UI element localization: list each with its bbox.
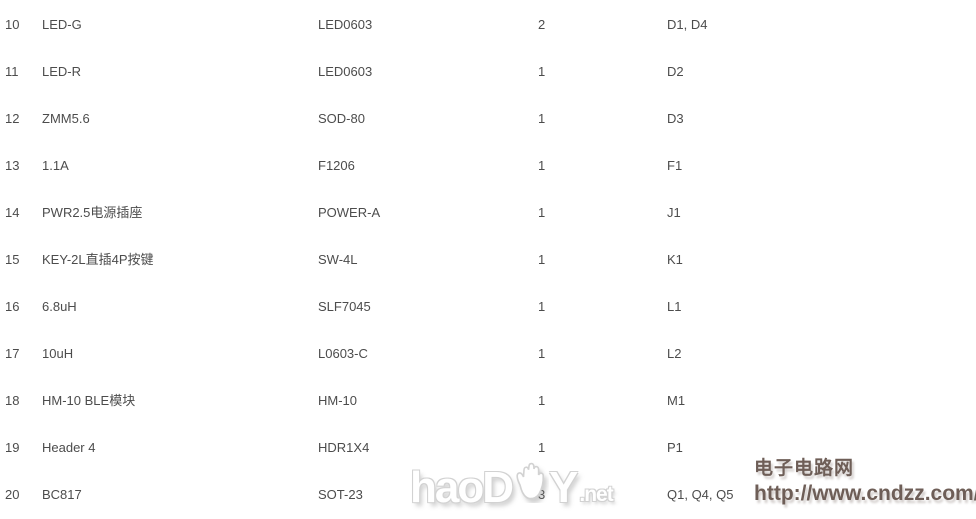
cndzz-site-name: 电子电路网 [754,458,855,479]
component-footprint: HM-10 [318,393,358,408]
row-number: 11 [5,64,19,79]
component-value: LED-R [42,64,82,79]
component-footprint: POWER-A [318,205,381,220]
component-quantity: 2 [538,17,546,32]
component-designator: F1 [667,158,683,173]
component-quantity: 1 [538,252,546,267]
component-footprint: LED0603 [318,17,373,32]
table-row: 16 6.8uH SLF7045 1 L1 [0,297,976,317]
row-number: 17 [5,346,20,361]
component-footprint: SOD-80 [318,111,365,126]
component-designator: Q1, Q4, Q5 [667,487,734,502]
component-value: PWR2.5电源插座 [42,205,143,220]
component-value: Header 4 [42,440,96,455]
table-row: 14 PWR2.5电源插座 POWER-A 1 J1 [0,203,976,223]
component-footprint: F1206 [318,158,355,173]
component-designator: D1, D4 [667,17,708,32]
component-footprint: SLF7045 [318,299,371,314]
component-quantity: 1 [538,393,546,408]
component-value: 10uH [42,346,74,361]
component-designator: M1 [667,393,686,408]
component-quantity: 1 [538,111,546,126]
table-row: 13 1.1A F1206 1 F1 [0,156,976,176]
row-number: 13 [5,158,20,173]
component-value: ZMM5.6 [42,111,90,126]
row-number: 16 [5,299,20,314]
component-quantity: 1 [538,346,546,361]
row-number: 10 [5,17,20,32]
component-quantity: 1 [538,158,546,173]
row-number: 19 [5,440,20,455]
component-value: KEY-2L直插4P按键 [42,252,154,267]
row-number: 15 [5,252,20,267]
component-designator: L2 [667,346,682,361]
row-number: 20 [5,487,20,502]
component-quantity: 1 [538,64,546,79]
row-number: 12 [5,111,20,126]
component-quantity: 3 [538,487,546,502]
table-row: 12 ZMM5.6 SOD-80 1 D3 [0,109,976,129]
component-quantity: 1 [538,440,546,455]
table-row: 10 LED-G LED0603 2 D1, D4 [0,15,976,35]
table-row: 17 10uH L0603-C 1 L2 [0,344,976,364]
component-designator: P1 [667,440,683,455]
table-row: 20 BC817 SOT-23 3 Q1, Q4, Q5 [0,485,976,505]
row-number: 18 [5,393,20,408]
component-value: HM-10 BLE模块 [42,393,136,408]
table-row: 18 HM-10 BLE模块 HM-10 1 M1 [0,391,976,411]
component-value: LED-G [42,17,82,32]
component-value: 1.1A [42,158,69,173]
component-footprint: SOT-23 [318,487,363,502]
table-row: 11 LED-R LED0603 1 D2 [0,62,976,82]
component-quantity: 1 [538,299,546,314]
component-designator: D3 [667,111,684,126]
component-value: 6.8uH [42,299,77,314]
component-designator: L1 [667,299,682,314]
component-quantity: 1 [538,205,546,220]
component-footprint: SW-4L [318,252,358,267]
table-row: 15 KEY-2L直插4P按键 SW-4L 1 K1 [0,250,976,270]
component-designator: K1 [667,252,683,267]
component-value: BC817 [42,487,82,502]
component-footprint: L0603-C [318,346,368,361]
row-number: 14 [5,205,20,220]
component-footprint: HDR1X4 [318,440,370,455]
component-designator: D2 [667,64,684,79]
component-designator: J1 [667,205,681,220]
table-row: 19 Header 4 HDR1X4 1 P1 [0,438,976,458]
component-footprint: LED0603 [318,64,373,79]
